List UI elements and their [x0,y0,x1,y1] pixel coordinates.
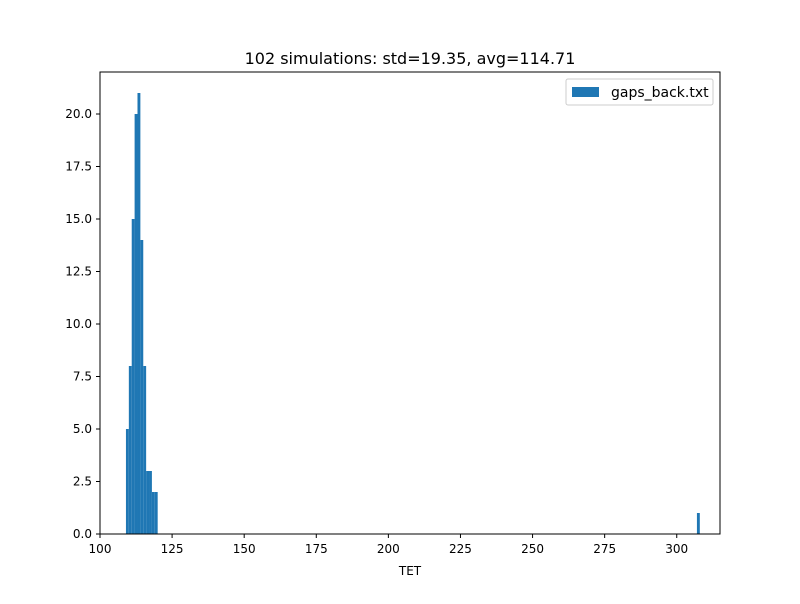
histogram-bars [125,93,700,534]
x-tick-label: 250 [521,542,544,556]
histogram-bar [137,93,141,534]
x-tick-label: 175 [305,542,328,556]
plot-area [100,72,720,534]
y-tick-label: 7.5 [73,370,92,384]
y-tick-label: 17.5 [65,160,92,174]
x-tick-label: 200 [377,542,400,556]
x-tick-label: 100 [89,542,112,556]
histogram-bar [131,219,135,534]
x-tick-label: 300 [665,542,688,556]
legend-box [565,78,714,106]
x-tick-label: 225 [449,542,472,556]
legend-swatch [572,87,599,97]
histogram-bar [134,114,138,534]
histogram-bar [140,240,144,534]
y-tick-label: 0.0 [73,527,92,541]
plot-frame [99,71,721,535]
y-tick-label: 10.0 [65,317,92,331]
histogram-bar [125,429,129,534]
legend: gaps_back.txt [565,78,714,106]
legend-label: gaps_back.txt [611,85,709,101]
x-tick-label: 125 [161,542,184,556]
chart-title: 102 simulations: std=19.35, avg=114.71 [245,49,576,68]
histogram-bar [154,492,158,534]
x-axis: 100 125 150 175 200 225 250 275 300 [89,534,688,556]
y-tick-label: 15.0 [65,212,92,226]
y-tick-label: 20.0 [65,107,92,121]
y-tick-label: 5.0 [73,422,92,436]
y-axis: 0.0 2.5 5.0 7.5 10.0 12.5 15.0 17.5 20.0 [65,107,100,541]
x-tick-label: 275 [593,542,616,556]
histogram-bar [151,492,155,534]
y-tick-label: 12.5 [65,265,92,279]
histogram-bar [146,471,150,534]
histogram-bar [696,513,700,534]
histogram-bar [149,471,152,534]
x-tick-label: 150 [233,542,256,556]
histogram-bar [128,366,132,534]
x-axis-label: TET [398,564,422,578]
histogram-bar [143,366,147,534]
y-tick-label: 2.5 [73,475,92,489]
